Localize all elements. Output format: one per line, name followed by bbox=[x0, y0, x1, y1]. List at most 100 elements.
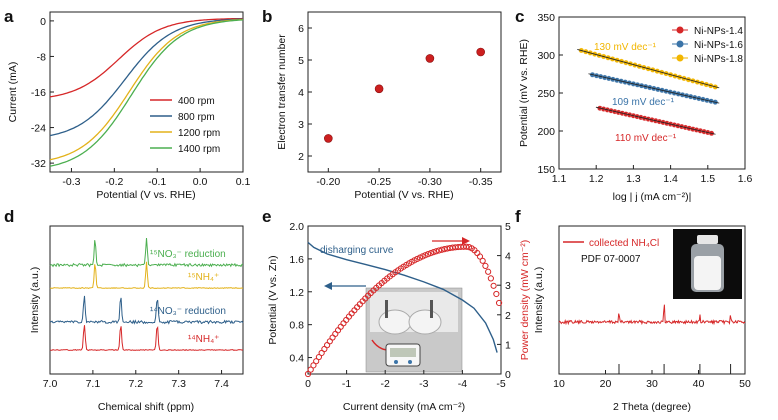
power-point bbox=[422, 252, 429, 259]
trace-label: ¹⁴NH₄⁺ bbox=[188, 334, 219, 345]
y-axis-label: Electron transfer number bbox=[276, 34, 288, 150]
x-axis-label: Potential (V vs. RHE) bbox=[96, 189, 195, 201]
legend-label: Ni-NPs-1.8 bbox=[694, 54, 743, 65]
power-point bbox=[313, 358, 320, 365]
slope-label: 110 mV dec⁻¹ bbox=[615, 133, 677, 144]
panel-e-battery-chart: 0 -1 -2 -3 -4 -5 0.4 0.8 1.2 1.6 2.0 0 1 2 3 4 5 disharg… bbox=[267, 221, 531, 413]
panel-label-f: f bbox=[515, 207, 521, 226]
power-point bbox=[340, 320, 347, 327]
y-tick-label: 4 bbox=[298, 87, 304, 99]
legend: 400 rpm 800 rpm 1200 rpm 1400 rpm bbox=[150, 96, 220, 155]
y-tick-label: 300 bbox=[537, 50, 555, 62]
x-tick-label: 1.5 bbox=[700, 173, 715, 185]
y-tick-label: 6 bbox=[298, 23, 304, 35]
power-point bbox=[427, 249, 434, 257]
power-point bbox=[490, 282, 497, 289]
panel-f-xrd-chart: 10 20 30 40 50 collected NH₄Cl PDF 07-0007 2… bbox=[533, 225, 751, 413]
y-tick-label: 0.4 bbox=[289, 353, 304, 365]
nmr-trace bbox=[49, 261, 244, 290]
x-tick-label: 0.1 bbox=[236, 176, 251, 188]
y-axis-label-left: Potential (V vs. Zn) bbox=[267, 255, 279, 344]
x-tick-label: 1.1 bbox=[552, 173, 567, 185]
legend: Ni-NPs-1.4 Ni-NPs-1.6 Ni-NPs-1.8 bbox=[672, 26, 743, 65]
y-tick-label: 5 bbox=[298, 55, 304, 67]
panel-b-electron-transfer-chart: -0.20 -0.25 -0.30 -0.35 2 3 4 5 6 Potential (V v… bbox=[276, 11, 502, 201]
power-point bbox=[485, 268, 492, 275]
power-point bbox=[435, 247, 443, 254]
x-tick-label: -2 bbox=[381, 378, 390, 390]
panel-label-a: a bbox=[4, 7, 14, 26]
y-tick-label: 150 bbox=[537, 164, 555, 176]
x-tick-label: 30 bbox=[646, 378, 658, 390]
x-tick-label: 1.6 bbox=[738, 173, 753, 185]
x-tick-label: -0.20 bbox=[316, 176, 340, 188]
power-point bbox=[310, 362, 317, 369]
y-axis-label-right: Power density (mW cm⁻²) bbox=[519, 240, 531, 360]
discharge-curve bbox=[307, 241, 498, 353]
power-point bbox=[487, 275, 494, 282]
panel-c-tafel-chart: 1.1 1.2 1.3 1.4 1.5 1.6 150 200 250 300 350 110 mV… bbox=[518, 12, 752, 203]
y-axis-label: Current (mA) bbox=[7, 62, 19, 123]
y-tick-label: -16 bbox=[31, 87, 46, 99]
fit-line bbox=[577, 49, 720, 89]
nmr-trace bbox=[49, 295, 244, 325]
nmr-trace bbox=[49, 237, 244, 268]
y-axis-label: Potential (mV vs. RHE) bbox=[518, 39, 530, 147]
panel-a-lsv-chart: -0.3 -0.2 -0.1 0.0 0.1 0 -8 -16 -24 -32 400 rpm 80… bbox=[7, 11, 251, 201]
y-tick-label: 0 bbox=[40, 16, 46, 28]
power-point bbox=[304, 370, 312, 378]
y-tick-label: 3 bbox=[298, 119, 304, 131]
x-tick-label: -0.35 bbox=[469, 176, 493, 188]
power-point bbox=[463, 243, 470, 250]
x-tick-label: -0.25 bbox=[367, 176, 391, 188]
plot-frame bbox=[49, 225, 244, 375]
data-point bbox=[374, 84, 384, 94]
data-point bbox=[476, 47, 485, 57]
x-tick-label: -0.30 bbox=[418, 176, 442, 188]
power-point bbox=[476, 253, 484, 260]
x-tick-label: 7.2 bbox=[128, 378, 143, 390]
y-tick-label: 2.0 bbox=[289, 221, 304, 233]
x-axis-label: Chemical shift (ppm) bbox=[98, 401, 194, 413]
y-tick-label: 200 bbox=[537, 126, 555, 138]
series-line bbox=[49, 18, 244, 137]
y-tick-label: 1.6 bbox=[289, 254, 304, 266]
plot-frame bbox=[307, 11, 502, 173]
power-point bbox=[343, 316, 350, 324]
legend-label: 1200 rpm bbox=[178, 128, 220, 139]
x-tick-label: 7.3 bbox=[171, 378, 186, 390]
y-tick-label: -24 bbox=[31, 123, 46, 135]
power-point bbox=[337, 323, 344, 330]
x-tick-label: 50 bbox=[739, 378, 751, 390]
power-point bbox=[482, 262, 489, 270]
x-tick-label: 0 bbox=[305, 378, 311, 390]
legend-label: Ni-NPs-1.4 bbox=[694, 26, 743, 37]
legend-label: 400 rpm bbox=[178, 96, 215, 107]
y-tick-label: 350 bbox=[537, 12, 555, 24]
power-point bbox=[479, 257, 486, 264]
data-point bbox=[324, 134, 333, 143]
y-tick-label: 3 bbox=[505, 280, 511, 292]
x-tick-label: 7.4 bbox=[214, 378, 229, 390]
x-tick-label: 0.0 bbox=[193, 176, 208, 188]
power-point bbox=[307, 366, 314, 373]
power-point bbox=[332, 330, 339, 337]
x-tick-label: 1.4 bbox=[663, 173, 678, 185]
right-arrow bbox=[432, 237, 470, 245]
y-tick-label: -8 bbox=[37, 51, 46, 63]
x-tick-label: -0.3 bbox=[62, 176, 80, 188]
power-point bbox=[430, 249, 437, 256]
slope-label: 109 mV dec⁻¹ bbox=[612, 97, 675, 108]
y-tick-label: 1.2 bbox=[289, 287, 304, 299]
power-point bbox=[425, 251, 432, 258]
panel-label-e: e bbox=[262, 207, 271, 226]
trace-label: ¹⁴NO₃⁻ reduction bbox=[150, 306, 226, 317]
nmr-trace bbox=[49, 325, 244, 351]
xrd-trace bbox=[558, 304, 746, 326]
power-point bbox=[329, 334, 336, 341]
y-axis-label: Intensity (a.u.) bbox=[29, 267, 41, 334]
power-point bbox=[495, 299, 503, 307]
x-tick-label: 40 bbox=[693, 378, 705, 390]
y-tick-label: 2 bbox=[505, 310, 511, 322]
battery-photo bbox=[365, 287, 463, 373]
